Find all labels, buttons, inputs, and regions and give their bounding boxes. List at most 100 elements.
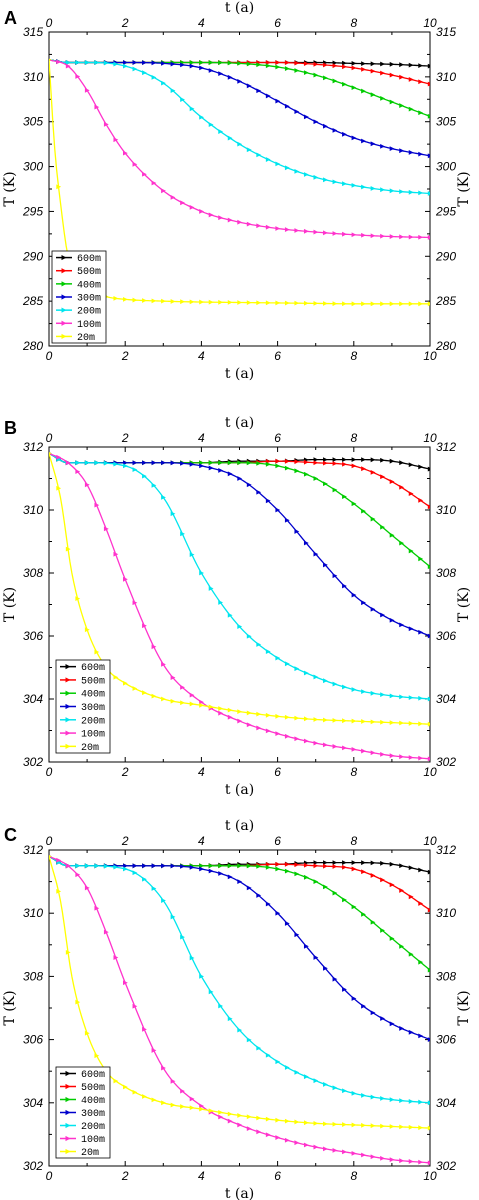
- y-axis-title-right: T (K): [456, 587, 472, 622]
- legend-item-500m: 500m: [60, 1083, 105, 1094]
- series-marker: [151, 74, 157, 80]
- x-tick-label-bottom: 0: [46, 349, 53, 363]
- series-marker: [370, 186, 376, 191]
- series-marker: [180, 200, 185, 206]
- series-marker: [265, 93, 271, 99]
- series-marker: [332, 890, 338, 896]
- legend-label: 200m: [81, 1122, 105, 1133]
- series-marker: [94, 649, 100, 655]
- series-marker: [189, 63, 195, 69]
- series-marker: [342, 457, 347, 462]
- series-marker: [313, 1078, 319, 1084]
- series-marker: [351, 501, 357, 507]
- series-marker: [142, 70, 147, 76]
- series-marker: [275, 98, 281, 104]
- series-marker: [275, 507, 281, 513]
- series-marker: [132, 686, 138, 691]
- x-tick-label-top: 2: [121, 16, 129, 30]
- series-marker: [246, 710, 252, 716]
- series-marker: [303, 874, 309, 880]
- series-100m: [49, 452, 430, 762]
- series-marker: [161, 1065, 166, 1071]
- series-marker: [389, 479, 395, 485]
- series-marker: [180, 97, 185, 102]
- series-marker: [161, 661, 166, 667]
- legend-swatch-marker: [61, 294, 67, 300]
- series-marker: [199, 702, 204, 708]
- series-marker: [370, 301, 376, 307]
- series-marker: [399, 301, 405, 307]
- y-tick-label-left: 300: [23, 160, 43, 174]
- series-marker: [303, 459, 309, 465]
- series-marker: [246, 1037, 252, 1043]
- series-marker: [408, 234, 414, 240]
- series-marker: [399, 460, 405, 466]
- series-marker: [284, 103, 290, 109]
- series-marker: [265, 461, 271, 467]
- series-marker: [208, 299, 214, 305]
- series-marker: [408, 189, 414, 195]
- legend-label: 100m: [77, 320, 101, 331]
- series-marker: [303, 61, 309, 67]
- series-marker: [237, 1122, 243, 1128]
- series-marker: [227, 863, 233, 869]
- x-tick-label-bottom: 10: [423, 1169, 437, 1183]
- series-marker: [151, 482, 157, 488]
- series-marker: [408, 106, 414, 112]
- series-marker: [132, 600, 138, 606]
- x-tick-label-bottom: 6: [274, 349, 281, 363]
- series-marker: [351, 301, 357, 307]
- series-marker: [370, 690, 376, 696]
- x-tick-label-bottom: 2: [121, 765, 129, 779]
- series-marker: [208, 586, 214, 591]
- series-marker: [370, 469, 376, 475]
- series-marker: [256, 1115, 262, 1121]
- series-marker: [246, 83, 252, 89]
- series-marker: [427, 466, 430, 472]
- series-marker: [380, 1016, 385, 1021]
- series-marker: [370, 750, 376, 756]
- y-tick-label-left: 306: [23, 629, 43, 643]
- series-marker: [389, 882, 395, 888]
- series-marker: [399, 943, 405, 949]
- series-marker: [351, 747, 357, 752]
- series-marker: [75, 74, 81, 79]
- series-marker: [132, 460, 138, 466]
- x-tick-label-bottom: 4: [198, 349, 205, 363]
- series-marker: [427, 153, 430, 159]
- series-marker: [351, 860, 357, 866]
- series-marker: [380, 301, 385, 307]
- legend-label: 600m: [81, 1070, 105, 1081]
- series-marker: [265, 300, 271, 306]
- legend: 600m 500m 400m 300m 200m 100m 20m: [55, 1066, 111, 1159]
- series-marker: [113, 61, 119, 67]
- legend-label: 500m: [81, 676, 105, 687]
- series-marker: [151, 693, 157, 699]
- series-marker: [342, 583, 347, 589]
- series-marker: [256, 88, 262, 94]
- x-tick-label-top: 0: [46, 431, 53, 445]
- series-marker: [84, 482, 90, 488]
- series-marker: [227, 714, 233, 720]
- y-tick-label-left: 295: [22, 204, 43, 218]
- series-marker: [294, 468, 300, 474]
- series-marker: [284, 165, 290, 171]
- x-tick-label-bottom: 0: [46, 765, 53, 779]
- series-marker: [180, 62, 185, 68]
- series-marker: [123, 60, 128, 65]
- series-marker: [351, 996, 357, 1001]
- series-marker: [84, 60, 90, 65]
- series-marker: [265, 60, 271, 65]
- series-marker: [180, 1088, 185, 1094]
- x-tick-label-bottom: 4: [198, 765, 205, 779]
- series-marker: [323, 457, 328, 462]
- series-marker: [103, 863, 109, 869]
- series-marker: [199, 460, 204, 466]
- series-marker: [389, 936, 395, 941]
- series-marker: [313, 1120, 319, 1126]
- series-marker: [294, 228, 300, 233]
- series-marker: [361, 138, 366, 144]
- series-marker: [256, 223, 262, 229]
- series-marker: [113, 551, 119, 557]
- series-marker: [123, 63, 128, 69]
